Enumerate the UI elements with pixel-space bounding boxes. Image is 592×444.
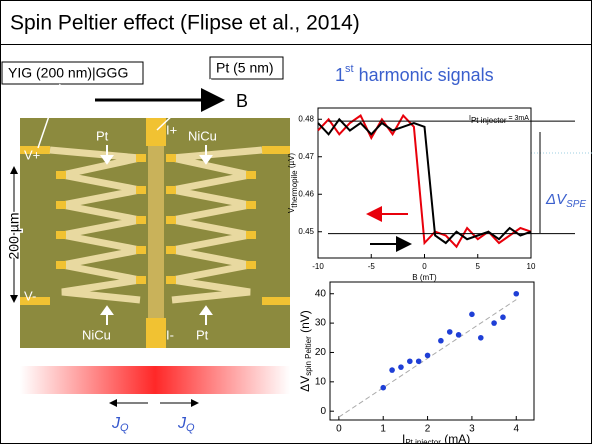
pointer [37,83,61,149]
y-tick-label: 0.48 [298,114,314,123]
label-v-minus: V- [24,288,36,303]
x-tick-label: 10 [527,262,536,271]
heading: 1st harmonic signals [335,63,494,85]
label-jq: JQ [177,415,195,434]
point [513,290,520,297]
label-nicu-bottom: NiCu [82,327,111,342]
series-line [317,113,532,249]
x-tick-label: 1 [380,424,386,435]
pointer [156,78,212,131]
y-tick-label: 30 [315,318,327,329]
y-tick-label: 40 [315,288,327,299]
point [407,358,413,365]
point [477,334,484,341]
axis-label-rest: (mA) [441,432,470,444]
label-nicu-top: NiCu [188,128,217,143]
axis-label: IPt injector = 3mA [469,115,529,125]
point [424,352,431,359]
axis-label-sub: Pt injector [405,438,441,444]
x-tick-label: 4 [513,424,519,435]
axis-label-sub: thermopile [290,170,299,208]
label-i-plus: I+ [166,122,177,137]
axis-label-rest: (µV) [287,153,296,171]
x-tick-label: 0 [336,424,342,435]
x-tick-label: 0 [422,262,427,271]
label-v-plus: V+ [24,147,40,162]
label-field: B [236,91,248,111]
point [491,320,497,326]
point [500,314,506,321]
label-pt: Pt (5 nm) [216,60,274,76]
substrate-box [1,61,144,85]
axis-label-main: I [402,432,405,444]
axis-label-sub: spin Peltier [304,336,313,376]
delta-label: ΔVSPE [545,191,586,210]
y-tick-label: 10 [315,376,327,387]
label-substrate: YIG (200 nm)|GGG [8,65,128,81]
axis-label: IPt injector (mA) [402,432,470,444]
y-tick-label: 0.45 [298,227,314,236]
label-i-minus: I- [166,327,174,342]
axis-label-main: V [287,207,296,213]
axis-label-main: I [469,115,471,122]
axis-label: ΔVspin Peltier (nV) [298,310,313,392]
series-line [317,117,532,245]
slide-title: Spin Peltier effect (Flipse et al., 2014… [10,12,360,35]
point [446,329,453,335]
point [455,332,462,338]
pt-box [209,56,284,80]
axis-label: Vthermopile (µV) [287,153,299,214]
plot-area [329,281,535,421]
point [415,358,422,365]
point [438,337,444,344]
point [469,311,475,318]
axis-label-rest: = 3mA [507,115,530,122]
x-tick-label: 5 [476,262,481,271]
axis-label-rest: (nV) [298,310,312,336]
point [398,364,404,370]
x-tick-label: -5 [368,262,376,271]
x-tick-label: -10 [312,262,324,271]
label-jq: JQ [111,415,129,434]
axis-label-main: ΔV [298,376,312,392]
fit-line [338,299,517,418]
point [380,384,387,391]
y-tick-label: 0 [320,406,326,417]
y-tick-label: 20 [315,347,327,358]
x-tick-label: 3 [469,424,475,435]
x-axis-label: B (mT) [412,273,437,282]
point [389,367,395,373]
micrograph [20,118,290,348]
y-tick-label: 0.47 [298,152,314,161]
label-pt-bottom: Pt [196,327,209,342]
label-scale: 200 µm [6,213,22,260]
label-pt-top: Pt [96,128,109,143]
x-tick-label: 2 [425,424,431,435]
title-bar [0,0,592,45]
axis-label-sub: Pt injector [471,116,507,125]
y-tick-label: 0.46 [298,189,314,198]
heat-bar [20,366,290,394]
